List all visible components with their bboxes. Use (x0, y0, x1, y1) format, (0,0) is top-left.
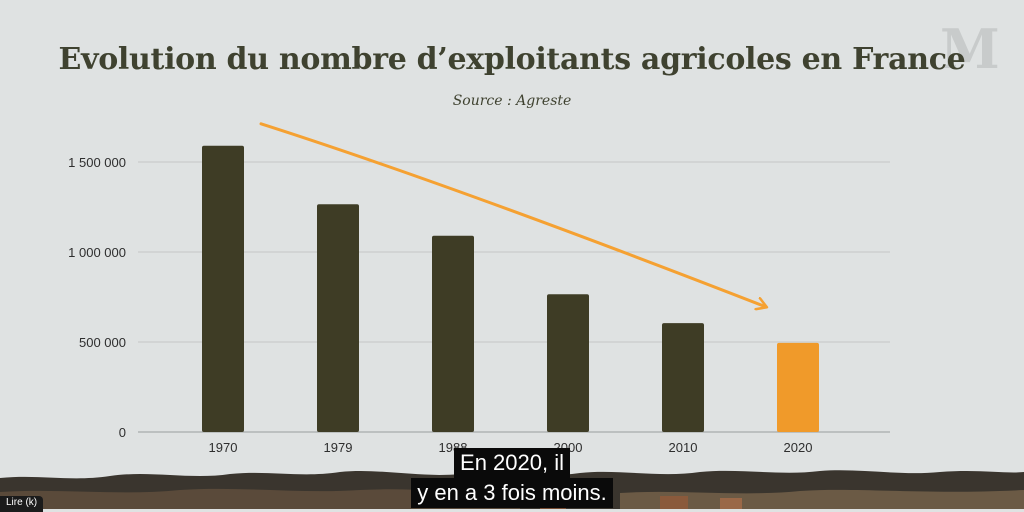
bar-2020 (777, 342, 819, 432)
chart-title: Evolution du nombre d’exploitants agrico… (58, 42, 966, 77)
caption-line-1: En 2020, il (454, 448, 570, 478)
bar-2010 (662, 323, 704, 432)
x-tick-label: 2010 (669, 440, 698, 455)
bar-2000 (547, 294, 589, 432)
bar-1979 (317, 204, 359, 432)
x-tick-label: 1970 (209, 440, 238, 455)
caption-line-2: y en a 3 fois moins. (411, 478, 613, 508)
chart-subtitle: Source : Agreste (452, 93, 572, 109)
bar-1970 (202, 145, 244, 433)
subtitle-caption: En 2020, il y en a 3 fois moins. (0, 448, 1024, 508)
y-tick-label: 1 000 000 (68, 245, 126, 260)
le-monde-logo: M (940, 17, 1000, 81)
x-tick-label: 1979 (324, 440, 353, 455)
bar-1988 (432, 235, 474, 432)
y-tick-label: 0 (119, 425, 126, 440)
read-button[interactable]: Lire (k) (0, 496, 44, 512)
y-tick-label: 500 000 (79, 335, 126, 350)
x-tick-label: 2020 (784, 440, 813, 455)
y-tick-label: 1 500 000 (68, 155, 126, 170)
trend-arrow (259, 122, 766, 307)
